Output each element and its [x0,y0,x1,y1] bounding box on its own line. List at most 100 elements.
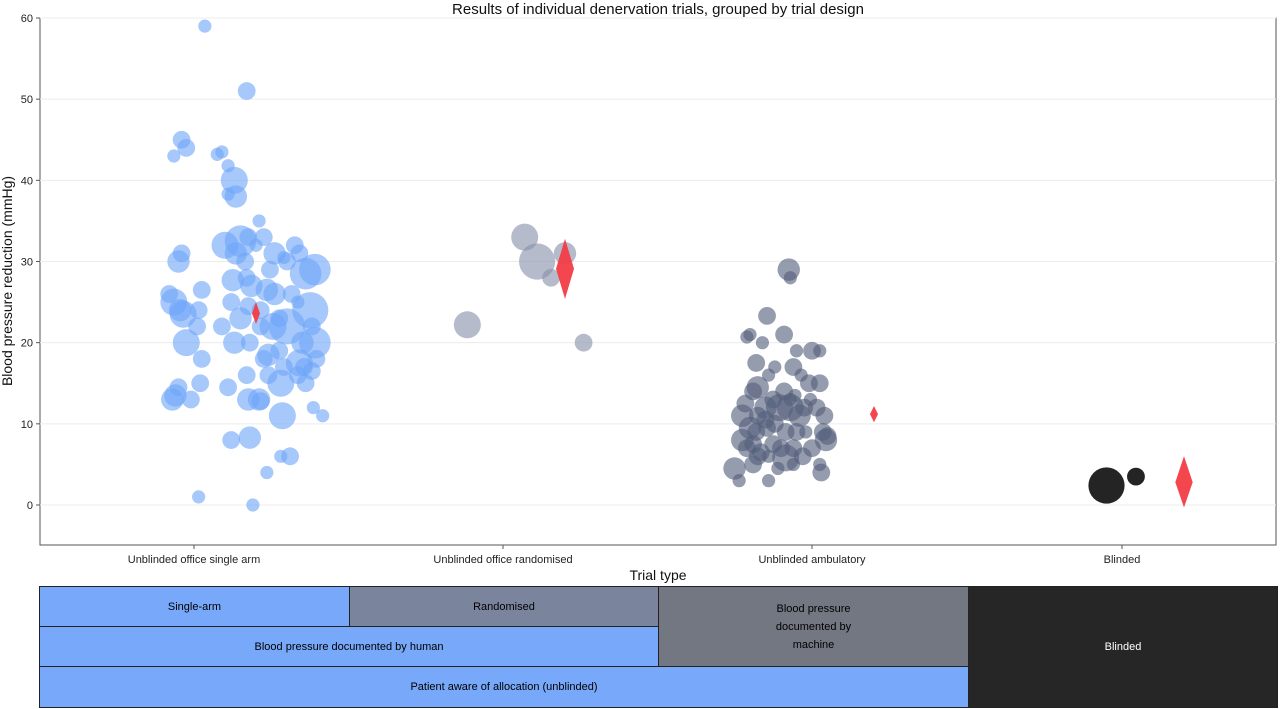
data-point [167,149,181,163]
data-point [574,333,593,352]
data-point [511,223,539,251]
data-point [222,293,241,311]
data-point [771,461,785,476]
data-point [237,366,256,385]
data-point [236,252,255,271]
data-point [815,406,834,425]
data-point [542,268,560,287]
data-point [213,317,231,336]
data-point [237,268,256,287]
data-point [210,147,224,161]
data-point [191,374,210,393]
legend-bp-machine: Blood pressure documented by machine [658,586,969,667]
data-point [249,238,263,252]
data-point [169,300,197,328]
bubble-chart: Results of individual denervation trials… [0,1,1277,583]
data-point [744,455,762,474]
data-point [237,82,256,100]
chart-title: Results of individual denervation trials… [452,1,864,18]
data-point [723,457,746,480]
legend-blinded: Blinded [968,586,1278,708]
x-tick-label-3: Blinded [1104,554,1141,566]
data-point [263,282,286,306]
legend-single-arm: Single-arm [39,586,350,627]
data-point [789,344,804,358]
data-point [814,428,838,452]
y-tick-label-0: 0 [27,500,33,512]
data-point [251,392,270,411]
data-point [788,404,811,427]
pooled-estimate-diamond [1175,456,1193,508]
data-point [762,368,776,382]
data-point [1088,467,1125,504]
data-point [257,343,280,367]
data-point [192,490,206,504]
y-axis-ticks: 0 10 20 30 40 50 60 [21,13,40,512]
data-point [182,390,200,409]
legend-bp-human-label: Blood pressure documented by human [254,640,444,653]
data-point [268,402,296,430]
data-point [274,449,288,463]
data-point [246,498,260,512]
data-point [453,311,481,339]
pooled-estimates [252,238,1193,508]
data-point [296,374,315,393]
legend-single-arm-label: Single-arm [167,600,222,613]
data-point [267,369,295,397]
data-point [810,374,829,393]
legend-bp-machine-label: Blood pressure documented by machine [775,602,852,651]
data-point [238,426,261,449]
data-point [306,401,320,415]
pooled-estimate-diamond [556,238,574,299]
legend-unblinded: Patient aware of allocation (unblinded) [39,666,969,708]
y-tick-label-20: 20 [21,338,33,350]
data-point [172,329,200,357]
legend-unblinded-label: Patient aware of allocation (unblinded) [410,681,598,693]
data-point [799,425,813,439]
data-point [260,465,274,480]
data-point [299,326,331,359]
data-point [747,354,766,372]
data-point [192,281,211,299]
x-tick-label-0: Unblinded office single arm [128,554,260,566]
data-point [278,252,296,271]
data-point [758,418,776,437]
data-point [758,306,776,325]
data-point [786,457,801,472]
data-point [813,344,827,358]
data-point [783,271,797,285]
data-point [223,331,246,354]
y-tick-label-10: 10 [21,419,33,431]
legend-randomised: Randomised [349,586,659,627]
y-tick-label-30: 30 [21,257,33,269]
data-point [177,138,196,157]
data-point [229,307,252,330]
data-point [219,378,238,397]
pooled-estimate-diamond [252,302,260,324]
y-axis-title: Blood pressure reduction (mmHg) [0,176,15,386]
data-point [252,214,266,228]
data-point [221,187,235,201]
data-point [775,325,793,344]
data-point [221,159,235,173]
data-point [316,409,330,423]
y-tick-label-50: 50 [21,94,33,106]
data-point [1127,467,1145,486]
y-tick-label-40: 40 [21,175,33,187]
y-tick-label-60: 60 [21,13,33,25]
data-point [261,260,279,279]
data-points [160,19,1145,512]
data-point [732,474,746,488]
data-point [189,301,208,320]
x-tick-label-1: Unblinded office randomised [433,554,572,566]
legend-bp-human: Blood pressure documented by human [39,626,659,667]
data-point [161,388,184,411]
x-tick-label-2: Unblinded ambulatory [758,554,866,566]
data-point [222,431,241,449]
data-point [812,463,831,482]
legend-blinded-label: Blinded [1104,641,1142,653]
data-point [172,244,191,263]
data-point [740,330,754,344]
data-point [762,474,776,488]
data-point [307,350,326,368]
